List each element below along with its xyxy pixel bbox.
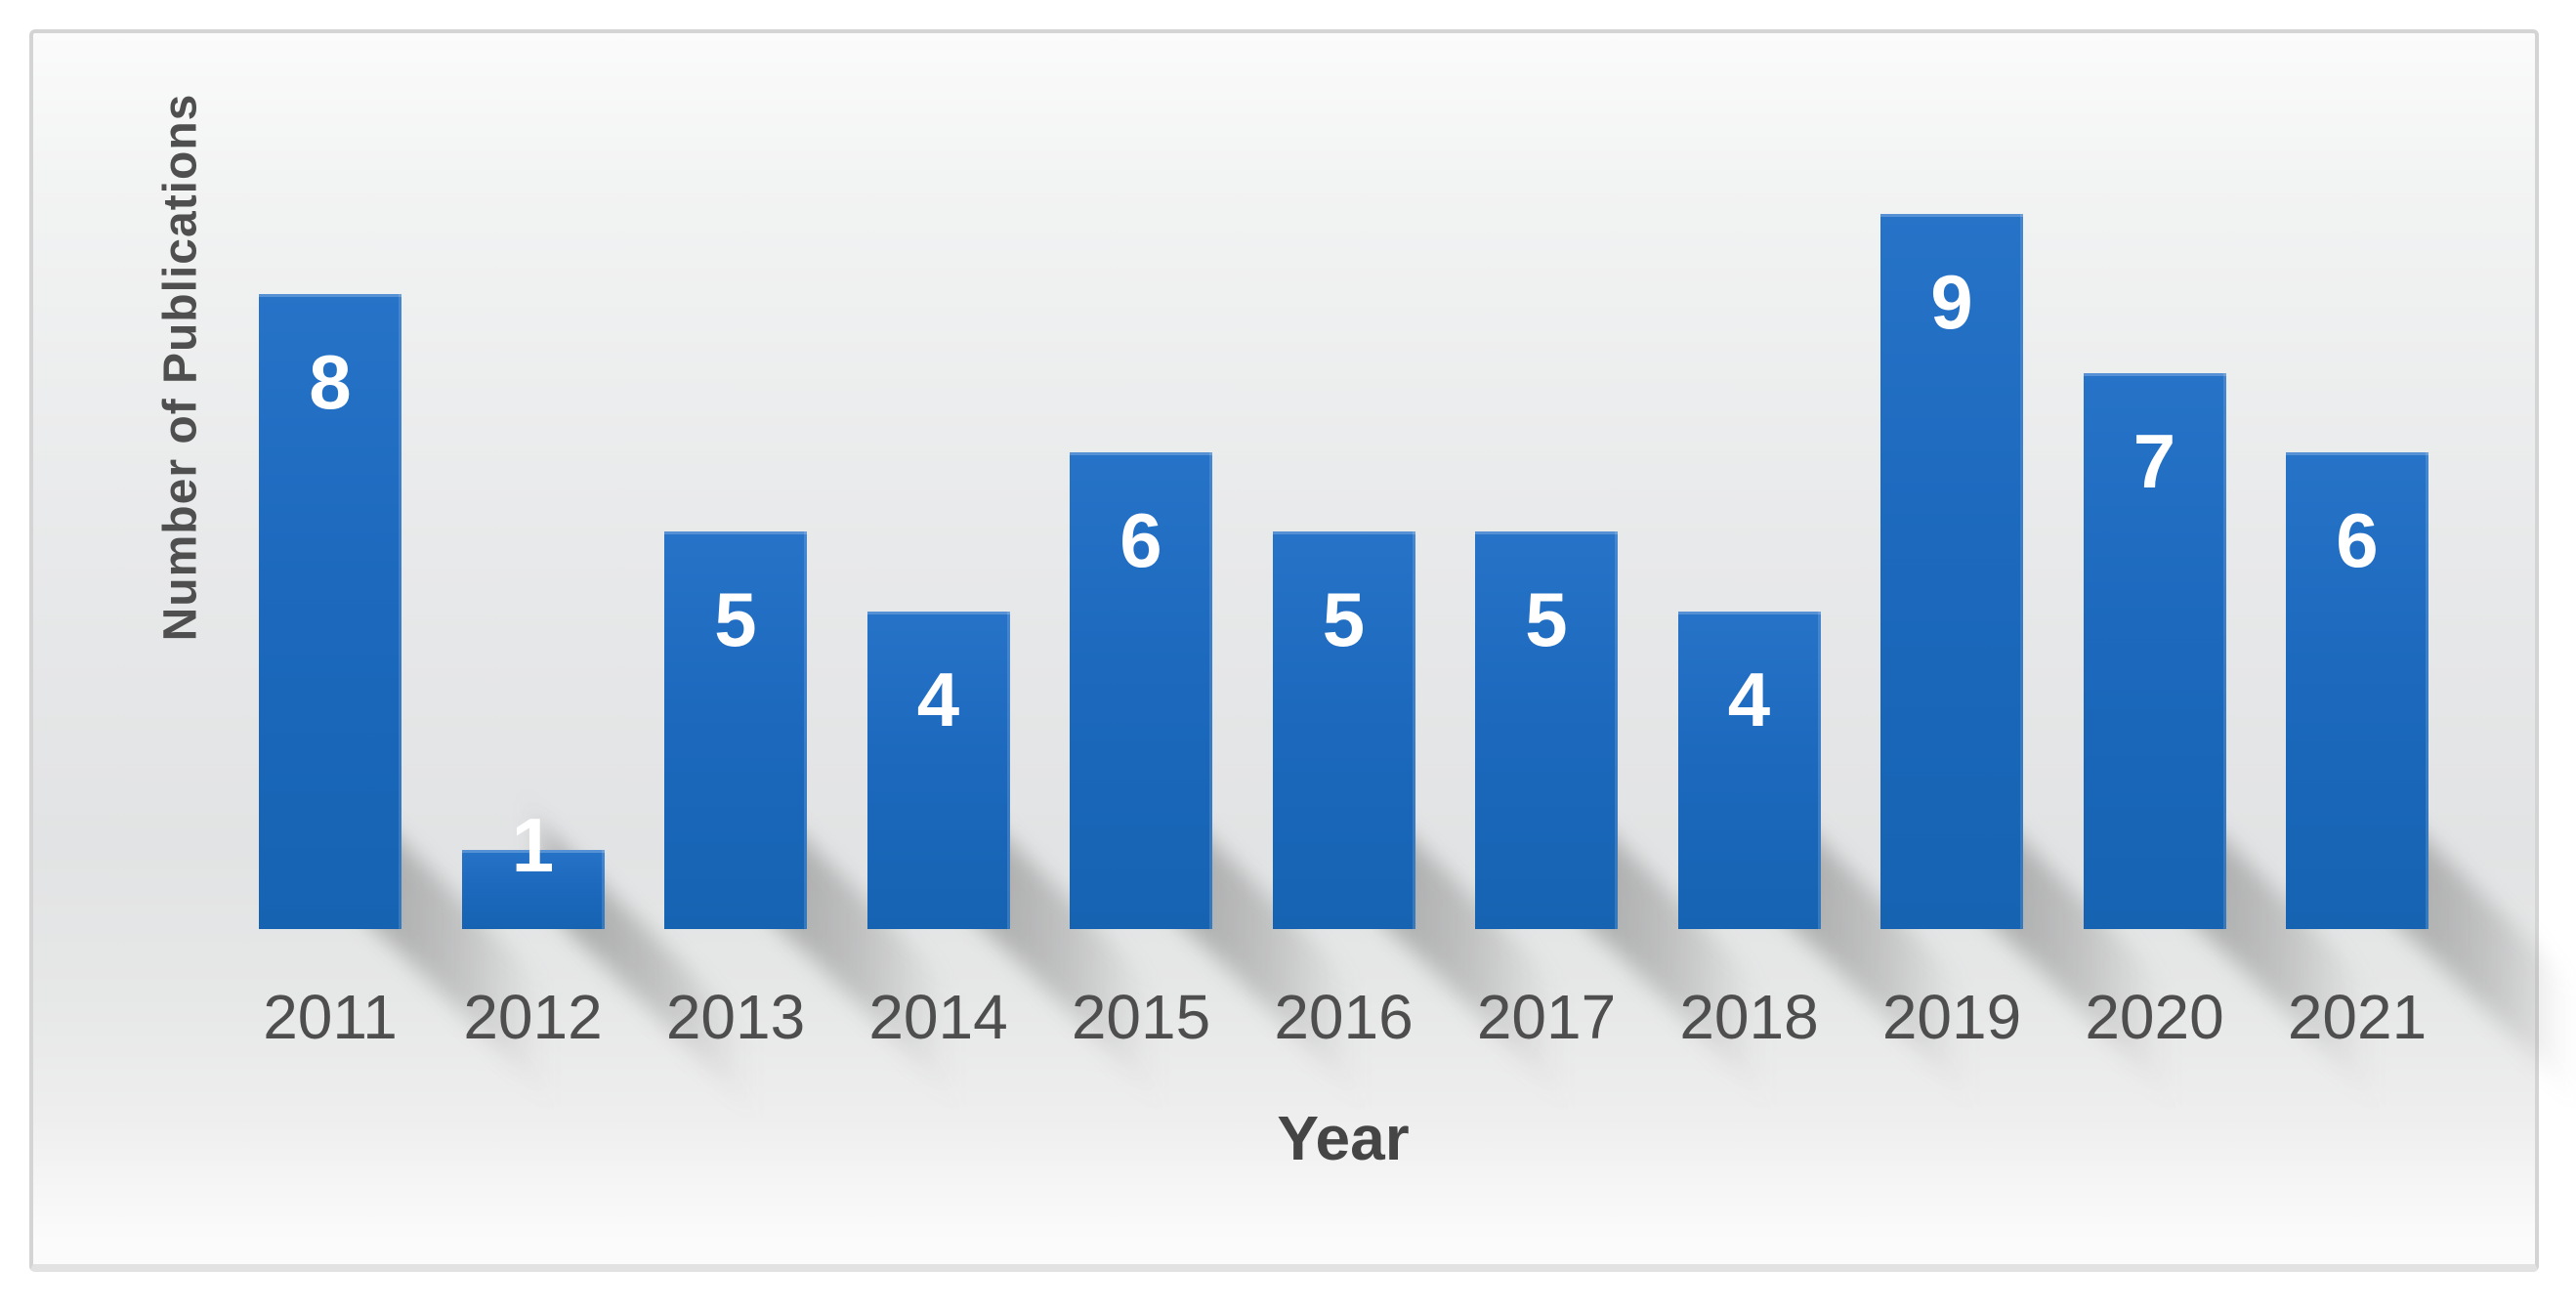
x-tick-2017: 2017 (1476, 982, 1617, 1052)
bar-value-label-2016: 5 (1322, 576, 1366, 662)
bar-value-label-2020: 7 (2133, 418, 2176, 504)
x-tick-2013: 2013 (665, 982, 806, 1052)
x-tick-2014: 2014 (868, 982, 1008, 1052)
x-tick-2015: 2015 (1071, 982, 1211, 1052)
bar-2013 (664, 531, 807, 929)
x-axis-title: Year (1277, 1103, 1410, 1173)
x-tick-2016: 2016 (1274, 982, 1414, 1052)
bar-value-label-2012: 1 (511, 802, 555, 888)
bar-value-label-2015: 6 (1119, 497, 1162, 583)
x-tick-2011: 2011 (263, 982, 398, 1052)
bar-2020 (2083, 373, 2226, 929)
bar-value-label-2017: 5 (1525, 576, 1568, 662)
bar-2017 (1475, 531, 1618, 929)
bar-2015 (1070, 452, 1212, 929)
bar-value-label-2011: 8 (309, 339, 352, 425)
bar-2014 (866, 612, 1010, 929)
bar-2021 (2286, 452, 2428, 929)
y-axis-title: Number of Publications (154, 93, 207, 642)
bar-2018 (1677, 612, 1821, 929)
bar-2016 (1272, 531, 1415, 929)
bar-value-label-2021: 6 (2336, 497, 2379, 583)
x-tick-2018: 2018 (1679, 982, 1819, 1052)
bar-value-label-2018: 4 (1727, 656, 1771, 742)
x-tick-2019: 2019 (1881, 982, 2022, 1052)
bar-value-label-2019: 9 (1930, 259, 1973, 345)
bar-2012 (461, 850, 605, 929)
x-tick-2021: 2021 (2287, 982, 2428, 1052)
x-tick-2020: 2020 (2085, 982, 2224, 1052)
bar-value-label-2014: 4 (916, 656, 960, 742)
bar-2019 (1880, 214, 2023, 929)
bar-2011 (259, 294, 401, 929)
bar-value-label-2013: 5 (714, 576, 757, 662)
x-tick-2012: 2012 (463, 982, 603, 1052)
